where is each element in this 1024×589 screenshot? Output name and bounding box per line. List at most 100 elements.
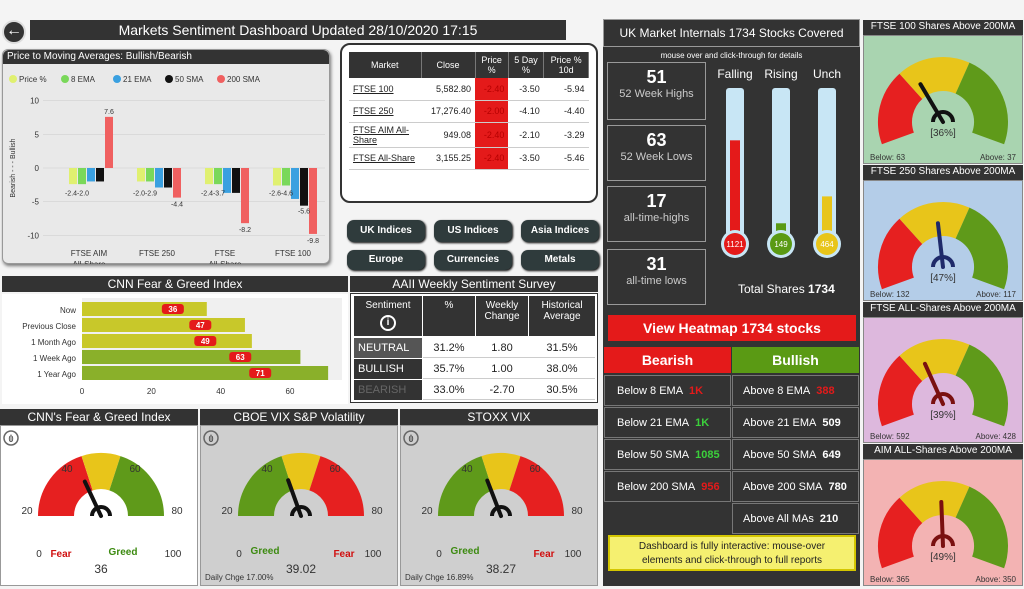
info-icon[interactable] — [3, 430, 19, 446]
uk-indices-button[interactable]: UK Indices — [347, 220, 425, 242]
52-week-lows-box[interactable]: 63 52 Week Lows — [607, 125, 706, 181]
greed-label: Greed — [109, 547, 138, 558]
cnn-bar[interactable] — [82, 366, 329, 380]
us-indices-button[interactable]: US Indices — [434, 220, 512, 242]
cnn-bar[interactable] — [82, 302, 207, 316]
currencies-button[interactable]: Currencies — [434, 250, 512, 270]
side-gauge-title: AIM ALL-Shares Above 200MA — [863, 444, 1023, 459]
side-gauge: [39%] Below: 592 Above: 428 — [870, 339, 1017, 441]
info-icon[interactable] — [203, 430, 219, 446]
therm-bulb[interactable] — [724, 233, 746, 255]
y-tick: 10 — [30, 97, 39, 106]
data-label: -2.4 — [201, 190, 213, 197]
view-heatmap-button[interactable]: View Heatmap 1734 stocks — [608, 315, 856, 341]
bull-row-label: Above 21 EMA — [743, 417, 817, 429]
legend-label: 200 SMA — [227, 75, 261, 84]
bull-row[interactable]: Above All MAs 210 — [732, 503, 859, 534]
page-title: Markets Sentiment Dashboard Updated 28/1… — [30, 20, 566, 40]
market-row[interactable]: FTSE 250 17,276.40 -2.00 -4.10 -4.40 — [349, 100, 589, 123]
side-gauge-panel[interactable]: [36%] Below: 63 Above: 37 — [863, 35, 1023, 164]
col-price[interactable]: Price % — [475, 52, 509, 78]
gauge-greed-seg — [238, 456, 294, 517]
fear-label: Fear — [50, 549, 71, 560]
market-5day: -4.10 — [508, 100, 544, 123]
bullish-header: Bullish — [732, 347, 859, 373]
side-green-seg — [954, 207, 1008, 290]
market-name[interactable]: FTSE AIM All-Share — [349, 122, 421, 148]
side-above: Above: 117 — [976, 290, 1016, 299]
europe-button[interactable]: Europe — [347, 250, 425, 270]
legend-label: 50 SMA — [175, 75, 204, 84]
data-label: -4.4 — [171, 202, 183, 209]
col-market[interactable]: Market — [349, 52, 422, 78]
bear-row[interactable]: Below 8 EMA 1K — [604, 375, 731, 406]
internals-title: UK Market Internals 1734 Stocks Covered — [603, 19, 860, 47]
tick-100: 100 — [165, 549, 182, 560]
col-close[interactable]: Close — [421, 52, 476, 78]
data-label: -3.7 — [213, 190, 225, 197]
bull-row[interactable]: Above 50 SMA 649 — [732, 439, 859, 470]
all-time-highs-box[interactable]: 17 all-time-highs — [607, 186, 706, 242]
market-row[interactable]: FTSE 100 5,582.80 -2.40 -3.50 -5.94 — [349, 78, 589, 101]
aaii-pct: 33.0% — [433, 384, 465, 396]
aaii-row: BULLISH 35.7% 1.00 38.0% — [354, 359, 595, 379]
tick-80: 80 — [171, 506, 183, 517]
52-week-highs-box[interactable]: 51 52 Week Highs — [607, 62, 706, 120]
market-5day: -3.50 — [508, 78, 544, 101]
bar — [69, 168, 77, 185]
side-gauge-panel[interactable]: [47%] Below: 132 Above: 117 — [863, 180, 1023, 301]
cnn-bar[interactable] — [82, 350, 301, 364]
bear-row[interactable]: Below 21 EMA 1K — [604, 407, 731, 438]
aaii-change: 1.80 — [491, 342, 513, 354]
back-button[interactable]: ← — [2, 20, 26, 44]
bull-row[interactable]: Above 21 EMA 509 — [732, 407, 859, 438]
all-time-lows-box[interactable]: 31 all-time lows — [607, 249, 706, 305]
market-price: -2.40 — [475, 122, 509, 148]
total-shares-label: Total Shares — [738, 282, 805, 296]
info-icon[interactable]: i — [380, 315, 396, 331]
info-glyph: i — [10, 434, 12, 445]
bull-row[interactable]: Above 8 EMA 388 — [732, 375, 859, 406]
data-label: -9.8 — [307, 238, 319, 245]
tick-40: 40 — [61, 464, 73, 475]
market-5day: -2.10 — [508, 122, 544, 148]
y-tick: -5 — [32, 198, 40, 207]
market-row[interactable]: FTSE All-Share 3,155.25 -2.40 -3.50 -5.46 — [349, 147, 589, 170]
market-name[interactable]: FTSE All-Share — [349, 147, 421, 170]
legend-label: Price % — [19, 75, 47, 84]
market-name[interactable]: FTSE 100 — [349, 78, 421, 101]
info-icon[interactable] — [403, 430, 419, 446]
bull-row[interactable]: Above 200 SMA 780 — [732, 471, 859, 502]
col-10d[interactable]: Price % 10d — [543, 52, 589, 78]
vix-panel: 0 i 0 20 40 60 80 100 Greed Fear 39.02 Daily Chge 1… — [200, 425, 398, 586]
gauge-needle — [286, 478, 303, 518]
52-week-highs-value: 51 — [646, 67, 667, 87]
therm-bulb[interactable] — [816, 233, 838, 255]
data-label: 7.6 — [104, 109, 114, 116]
gauge-value: 36 — [94, 562, 108, 576]
asia-indices-button[interactable]: Asia Indices — [521, 220, 599, 242]
total-shares: Total Shares 1734 — [738, 282, 835, 296]
bar — [164, 168, 172, 188]
side-above: Above: 350 — [976, 575, 1017, 584]
therm-bulb[interactable] — [770, 233, 792, 255]
side-pct: [36%] — [930, 128, 956, 139]
bar — [137, 168, 145, 182]
aaii-hist: 30.5% — [546, 384, 578, 396]
cnn-bar[interactable] — [82, 318, 245, 332]
side-gauge-panel[interactable]: [39%] Below: 592 Above: 428 — [863, 317, 1023, 443]
bear-row[interactable]: Below 50 SMA 1085 — [604, 439, 731, 470]
gauge-fear-seg — [508, 456, 564, 517]
side-needle — [922, 361, 945, 406]
cnn-bar[interactable] — [82, 334, 252, 348]
bear-row[interactable]: Below 200 SMA 956 — [604, 471, 731, 502]
gauge-value: 38.27 — [486, 562, 516, 576]
gauge-greed-seg — [108, 456, 164, 517]
side-gauge-panel[interactable]: [49%] Below: 365 Above: 350 — [863, 459, 1023, 586]
metals-button[interactable]: Metals — [521, 250, 599, 270]
market-10d: -3.29 — [543, 122, 589, 148]
market-name[interactable]: FTSE 250 — [349, 100, 421, 123]
market-row[interactable]: FTSE AIM All-Share 949.08 -2.40 -2.10 -3.29 — [349, 122, 589, 148]
col-5day[interactable]: 5 Day % — [508, 52, 545, 78]
side-below: Below: 63 — [870, 153, 906, 162]
